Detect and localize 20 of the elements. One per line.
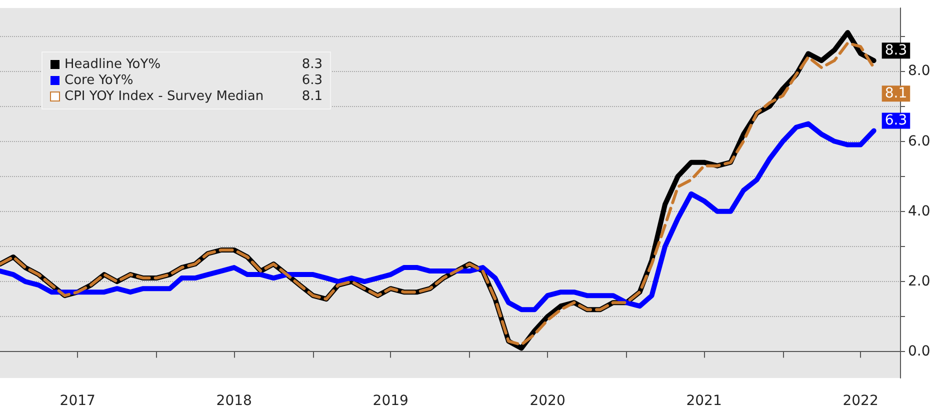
x-tick-label: 2020 (530, 393, 566, 409)
y-tick-label: 4.0 (908, 203, 930, 220)
x-tick-label: 2018 (216, 393, 252, 409)
x-tick-label: 2019 (372, 393, 408, 409)
data-label: 8.1 (884, 86, 908, 102)
legend-label: Core YoY% (64, 73, 134, 88)
x-tick-label: 2021 (686, 393, 722, 409)
y-tick-label: 8.0 (908, 63, 930, 80)
legend-label: CPI YOY Index - Survey Median (64, 89, 264, 104)
data-label: 6.3 (884, 112, 908, 129)
x-tick-label: 2022 (842, 393, 878, 409)
y-tick-label: 6.0 (908, 133, 930, 150)
y-tick-label: 2.0 (908, 274, 930, 290)
x-tick-label: 2017 (60, 393, 96, 409)
data-label: 8.3 (884, 42, 908, 59)
text: 8.3 (302, 57, 322, 72)
text: 6.3 (302, 73, 322, 88)
y-tick-label: 0.0 (908, 344, 930, 360)
legend-label: Headline YoY% (64, 57, 161, 72)
text: 8.1 (302, 89, 322, 104)
